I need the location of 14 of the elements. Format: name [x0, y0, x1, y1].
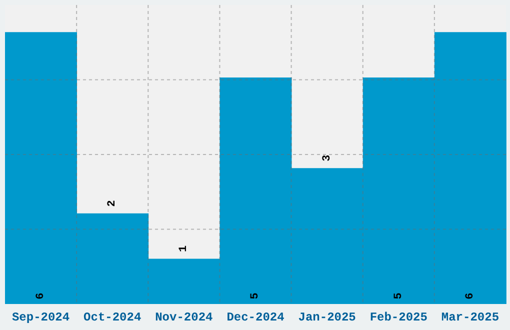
x-tick-label: Sep-2024	[12, 310, 70, 325]
x-tick-label: Dec-2024	[226, 310, 284, 325]
data-label: 2	[106, 200, 119, 207]
data-label: 6	[464, 292, 476, 300]
x-tick-label: Mar-2025	[441, 310, 500, 325]
x-tick-label: Oct-2024	[84, 310, 142, 325]
data-label: 6	[35, 292, 47, 300]
x-tick-label: Feb-2025	[370, 310, 428, 325]
x-tick-label: Nov-2024	[155, 310, 213, 325]
data-label: 5	[250, 292, 262, 300]
x-tick-label: Jan-2025	[298, 310, 356, 325]
data-label: 1	[178, 245, 190, 252]
data-label: 5	[392, 292, 405, 300]
data-label: 3	[321, 154, 334, 162]
